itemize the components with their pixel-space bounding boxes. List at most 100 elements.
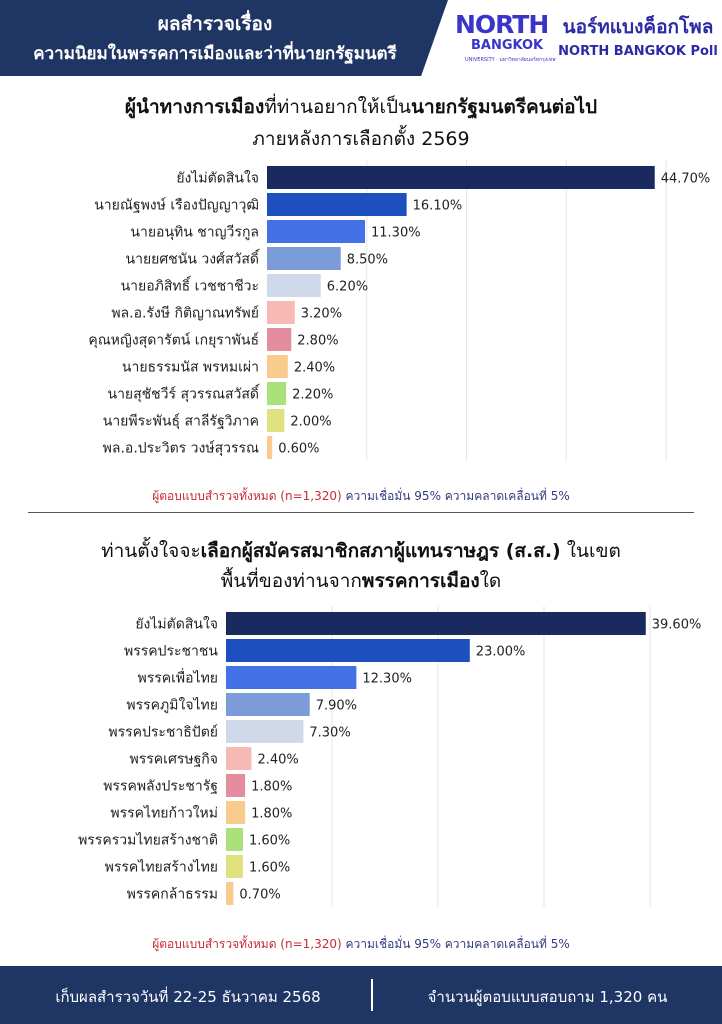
chart1-category-label-5: พล.อ.รังษี กิติญาณทรัพย์ <box>111 305 259 322</box>
chart1-value-label-1: 16.10% <box>413 199 463 214</box>
chart1-category-label-8: นายสุชัชวีร์ สุวรรณสวัสดิ์ <box>108 384 261 403</box>
chart2-title-normal2: ในเขต <box>560 540 621 562</box>
chart2-category-label-4: พรรคประชาธิปัตย์ <box>108 724 218 741</box>
chart1-category-label-6: คุณหญิงสุดารัตน์ เกยุราพันธ์ <box>88 332 259 349</box>
chart2-title-normal1: ท่านตั้งใจจะ <box>101 540 201 562</box>
chart1-bar-10 <box>267 436 273 459</box>
chart1-title-line2: ภายหลังการเลือกตั้ง 2569 <box>252 128 470 150</box>
chart2-footnote-sample: ผู้ตอบแบบสำรวจทั้งหมด (n=1,320) <box>152 937 342 951</box>
chart2-value-label-9: 1.60% <box>249 861 290 876</box>
chart1-bar-6 <box>267 328 292 351</box>
chart2-footnote: ผู้ตอบแบบสำรวจทั้งหมด (n=1,320) ความเชื่… <box>0 935 722 954</box>
chart2-title-bold2: พรรคการเมือง <box>361 570 480 592</box>
chart2-bar-2 <box>226 666 357 689</box>
chart2-value-label-0: 39.60% <box>652 618 702 633</box>
chart1-category-label-9: นายพีระพันธุ์ สาลีรัฐวิภาค <box>103 413 259 430</box>
chart2-title-normal3: พื้นที่ของท่านจาก <box>220 570 362 592</box>
chart1-bar-4 <box>267 274 321 297</box>
footer-bar: เก็บผลสำรวจวันที่ 22-25 ธันวาคม 2568 จำน… <box>0 966 722 1024</box>
chart1-value-label-3: 8.50% <box>347 253 388 268</box>
north-bangkok-university-logo: NORTH BANGKOK UNIVERSITY · มหาวิทยาลัยนอ… <box>455 10 556 68</box>
chart1-footnote: ผู้ตอบแบบสำรวจทั้งหมด (n=1,320) ความเชื่… <box>0 487 722 506</box>
chart2-bar-6 <box>226 774 246 797</box>
chart1-bar-1 <box>267 193 407 216</box>
chart2-bar-5 <box>226 747 252 770</box>
chart2-value-label-7: 1.80% <box>251 807 292 822</box>
chart2-bar-0 <box>226 612 646 635</box>
section-divider <box>28 512 694 513</box>
chart2-category-label-9: พรรคไทยสร้างไทย <box>105 859 218 876</box>
header-banner <box>0 0 448 76</box>
chart1-value-label-8: 2.20% <box>292 388 333 403</box>
chart1-value-label-10: 0.60% <box>278 442 319 457</box>
chart1-value-label-2: 11.30% <box>371 226 421 241</box>
chart2-value-label-2: 12.30% <box>362 672 412 687</box>
poll-name-english: NORTH BANGKOK Poll <box>558 44 718 59</box>
chart1-bar-9 <box>267 409 285 432</box>
chart1-category-label-2: นายอนุทิน ชาญวีรกูล <box>130 225 259 241</box>
chart1-bar-3 <box>267 247 341 270</box>
chart1-value-label-7: 2.40% <box>294 361 335 376</box>
chart2-title-bold: เลือกผู้สมัครสมาชิกสภาผู้แทนราษฎร (ส.ส.) <box>200 540 561 562</box>
chart2-bar-1 <box>226 639 470 662</box>
chart1-value-label-5: 3.20% <box>301 307 342 322</box>
chart2-category-label-7: พรรคไทยก้าวใหม่ <box>110 805 218 822</box>
chart1-value-label-4: 6.20% <box>327 280 368 295</box>
chart2-category-label-5: พรรคเศรษฐกิจ <box>130 752 218 768</box>
chart2-bar-7 <box>226 801 246 824</box>
chart1-footnote-sample: ผู้ตอบแบบสำรวจทั้งหมด (n=1,320) <box>152 489 342 503</box>
chart1-value-label-0: 44.70% <box>661 172 711 187</box>
footer-respondent-count: จำนวนผู้ตอบแบบสอบถาม 1,320 คน <box>427 988 668 1006</box>
footer-separator <box>371 979 373 1011</box>
header-title-line2: ความนิยมในพรรคการเมืองและว่าที่นายกรัฐมน… <box>33 44 397 64</box>
logo-bangkok-text: BANGKOK <box>471 38 544 53</box>
poll-name-thai: นอร์ทแบงค็อกโพล <box>562 16 714 38</box>
chart1-footnote-confidence: ความเชื่อมั่น 95% ความคลาดเคลื่อนที่ 5% <box>341 489 570 503</box>
chart2-category-label-8: พรรครวมไทยสร้างชาติ <box>78 832 218 849</box>
chart2-category-label-3: พรรคภูมิใจไทย <box>126 697 218 714</box>
chart2-bar-4 <box>226 720 304 743</box>
chart1-bar-7 <box>267 355 288 378</box>
chart1-category-label-10: พล.อ.ประวิตร วงษ์สุวรรณ <box>103 440 259 457</box>
chart1-title-line1: ผู้นำทางการเมืองที่ท่านอยากให้เป็นนายกรั… <box>0 92 722 122</box>
chart2-category-label-1: พรรคประชาชน <box>124 644 218 660</box>
chart1-bar-5 <box>267 301 295 324</box>
logo-north-text: NORTH <box>455 10 549 39</box>
chart1-title-normal: ที่ท่านอยากให้เป็น <box>264 96 412 118</box>
chart2-title-line2: พื้นที่ของท่านจากพรรคการเมืองใด <box>0 566 722 596</box>
chart1-title-bold2: นายกรัฐมนตรีคนต่อไป <box>411 96 598 118</box>
chart1-category-label-3: นายยศชนัน วงศ์สวัสดิ์ <box>126 249 261 268</box>
chart2-category-label-0: ยังไม่ตัดสินใจ <box>135 616 218 633</box>
chart2-value-label-10: 0.70% <box>239 888 280 903</box>
chart1-bar-8 <box>267 382 287 405</box>
chart2-value-label-1: 23.00% <box>476 645 526 660</box>
chart2-category-label-2: พรรคเพื่อไทย <box>137 669 218 687</box>
chart2-value-label-5: 2.40% <box>257 753 298 768</box>
chart2-title-end: ใด <box>479 570 502 592</box>
chart2-title-line1: ท่านตั้งใจจะเลือกผู้สมัครสมาชิกสภาผู้แทน… <box>0 536 722 566</box>
footer-survey-dates: เก็บผลสำรวจวันที่ 22-25 ธันวาคม 2568 <box>55 988 321 1006</box>
chart1-pm-preference: ยังไม่ตัดสินใจ 44.70% นายณัฐพงษ์ เรืองปัญญ… <box>88 160 711 461</box>
chart2-value-label-4: 7.30% <box>309 726 350 741</box>
chart2-footnote-confidence: ความเชื่อมั่น 95% ความคลาดเคลื่อนที่ 5% <box>341 937 570 951</box>
chart1-value-label-6: 2.80% <box>297 334 338 349</box>
chart1-title-bold1: ผู้นำทางการเมือง <box>124 96 265 118</box>
chart2-value-label-6: 1.80% <box>251 780 292 795</box>
chart2-category-label-10: พรรคกล้าธรรม <box>127 887 218 903</box>
chart1-category-label-1: นายณัฐพงษ์ เรืองปัญญาวุฒิ <box>94 197 259 214</box>
chart2-bar-3 <box>226 693 310 716</box>
chart2-category-label-6: พรรคพลังประชารัฐ <box>103 779 218 795</box>
header-title-line1: ผลสำรวจเรื่อง <box>157 13 273 35</box>
chart2-bar-9 <box>226 855 243 878</box>
chart2-bar-8 <box>226 828 243 851</box>
logo-university-text: UNIVERSITY · มหาวิทยาลัยนอร์ทกรุงเทพ <box>465 57 556 63</box>
chart1-value-label-9: 2.00% <box>290 415 331 430</box>
chart2-value-label-8: 1.60% <box>249 834 290 849</box>
chart2-party-preference: ยังไม่ตัดสินใจ 39.60% พรรคประชาชน 23.00% พรร… <box>78 606 702 907</box>
chart1-category-label-0: ยังไม่ตัดสินใจ <box>176 170 259 187</box>
chart1-bar-0 <box>267 166 655 189</box>
chart1-category-label-4: นายอภิสิทธิ์ เวชชาชีวะ <box>121 276 259 295</box>
chart2-value-label-3: 7.90% <box>316 699 357 714</box>
chart1-bar-2 <box>267 220 366 243</box>
chart1-category-label-7: นายธรรมนัส พรหมเผ่า <box>122 360 259 376</box>
